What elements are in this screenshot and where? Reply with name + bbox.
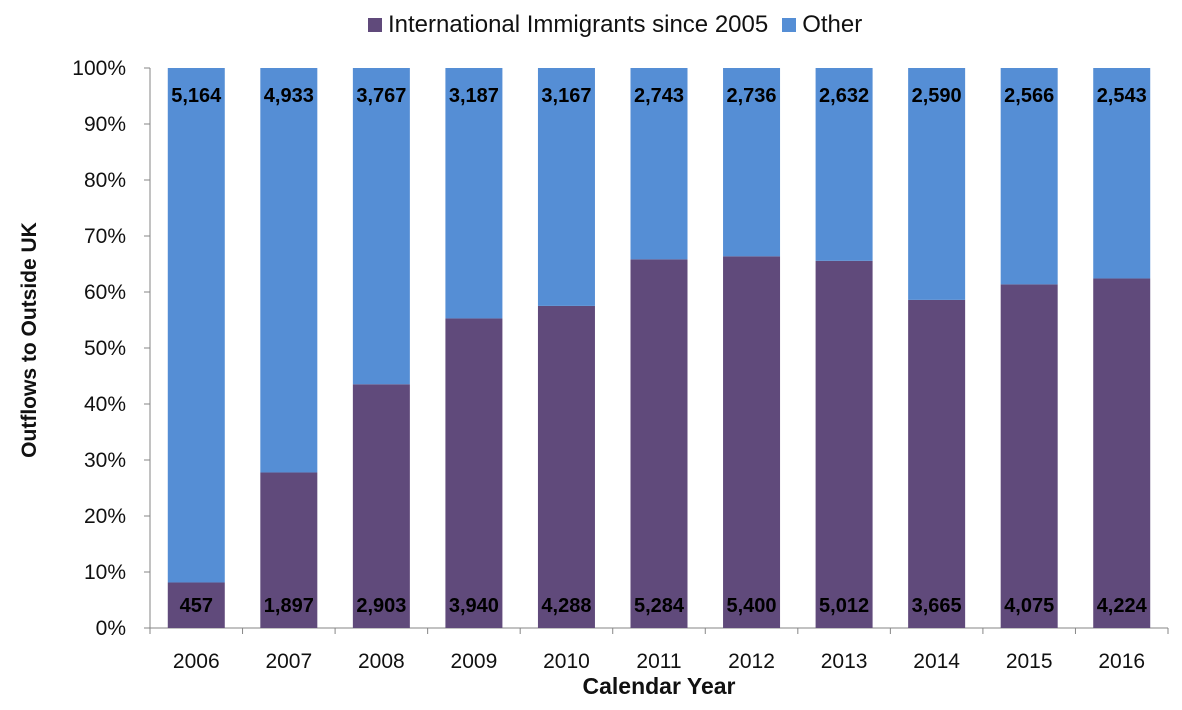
legend-swatch-immigrants (368, 18, 382, 32)
bar-other-2006 (167, 68, 225, 583)
bar-immigrants-2008 (352, 384, 410, 628)
x-tick-label-2015: 2015 (1006, 650, 1053, 673)
bar-immigrants-2016 (1093, 278, 1151, 628)
data-label-other-2010: 3,167 (541, 85, 591, 107)
bar-immigrants-2006 (167, 582, 225, 628)
bar-other-2013 (815, 68, 873, 261)
y-tick-label: 100% (72, 57, 126, 80)
x-tick-label-2012: 2012 (728, 650, 775, 673)
x-tick-label-2014: 2014 (913, 650, 960, 673)
bar-immigrants-2007 (260, 472, 318, 628)
y-tick-label: 50% (84, 337, 126, 360)
data-label-immigrants-2015: 4,075 (1004, 595, 1054, 617)
data-label-immigrants-2013: 5,012 (819, 595, 869, 617)
legend-item-other: Other (782, 11, 862, 39)
chart-legend: International Immigrants since 2005 Othe… (368, 10, 862, 40)
bar-other-2008 (352, 68, 410, 385)
data-label-other-2013: 2,632 (819, 85, 869, 107)
y-tick-label: 10% (84, 561, 126, 584)
bar-immigrants-2012 (723, 256, 781, 628)
y-tick-label: 70% (84, 225, 126, 248)
legend-swatch-other (782, 18, 797, 32)
data-label-other-2009: 3,187 (449, 85, 499, 107)
y-tick-label: 80% (84, 169, 126, 192)
data-label-immigrants-2010: 4,288 (541, 595, 591, 617)
data-label-immigrants-2011: 5,284 (634, 595, 685, 617)
x-axis-title: Calendar Year (582, 673, 736, 699)
x-tick-label-2008: 2008 (358, 650, 405, 673)
bar-immigrants-2014 (908, 299, 966, 628)
x-tick-label-2007: 2007 (265, 650, 312, 673)
bar-other-2010 (537, 68, 595, 306)
y-tick-label: 0% (96, 617, 126, 640)
bar-other-2014 (908, 68, 966, 300)
data-label-other-2014: 2,590 (912, 85, 962, 107)
bar-immigrants-2015 (1000, 284, 1058, 628)
x-tick-label-2016: 2016 (1098, 650, 1145, 673)
data-label-immigrants-2012: 5,400 (727, 595, 777, 617)
data-label-other-2016: 2,543 (1097, 85, 1147, 107)
bar-other-2012 (723, 68, 781, 257)
data-label-immigrants-2006: 457 (180, 595, 213, 617)
y-tick-label: 30% (84, 449, 126, 472)
bar-immigrants-2011 (630, 259, 688, 628)
legend-item-immigrants: International Immigrants since 2005 (368, 11, 768, 39)
bar-immigrants-2010 (537, 305, 595, 628)
data-label-other-2007: 4,933 (264, 85, 314, 107)
legend-label-other: Other (802, 11, 863, 38)
legend-label-immigrants: International Immigrants since 2005 (388, 11, 769, 38)
bar-other-2007 (260, 68, 318, 473)
x-tick-label-2010: 2010 (543, 650, 590, 673)
data-label-other-2015: 2,566 (1004, 85, 1054, 107)
bar-other-2015 (1000, 68, 1058, 285)
y-tick-label: 20% (84, 505, 126, 528)
data-label-immigrants-2008: 2,903 (356, 595, 406, 617)
y-tick-label: 40% (84, 393, 126, 416)
bar-immigrants-2013 (815, 260, 873, 628)
bar-immigrants-2009 (445, 318, 503, 628)
x-tick-label-2009: 2009 (451, 650, 498, 673)
bar-other-2009 (445, 68, 503, 319)
y-tick-label: 60% (84, 281, 126, 304)
x-tick-label-2013: 2013 (821, 650, 868, 673)
data-label-other-2006: 5,164 (171, 85, 222, 107)
data-label-other-2008: 3,767 (356, 85, 406, 107)
data-label-immigrants-2014: 3,665 (912, 595, 962, 617)
data-label-other-2011: 2,743 (634, 85, 684, 107)
data-label-immigrants-2009: 3,940 (449, 595, 499, 617)
bar-other-2016 (1093, 68, 1151, 279)
data-label-other-2012: 2,736 (727, 85, 777, 107)
bar-other-2011 (630, 68, 688, 260)
data-label-immigrants-2007: 1,897 (264, 595, 314, 617)
y-tick-label: 90% (84, 113, 126, 136)
x-tick-label-2011: 2011 (636, 650, 681, 673)
data-label-immigrants-2016: 4,224 (1097, 595, 1148, 617)
x-tick-label-2006: 2006 (173, 650, 220, 673)
